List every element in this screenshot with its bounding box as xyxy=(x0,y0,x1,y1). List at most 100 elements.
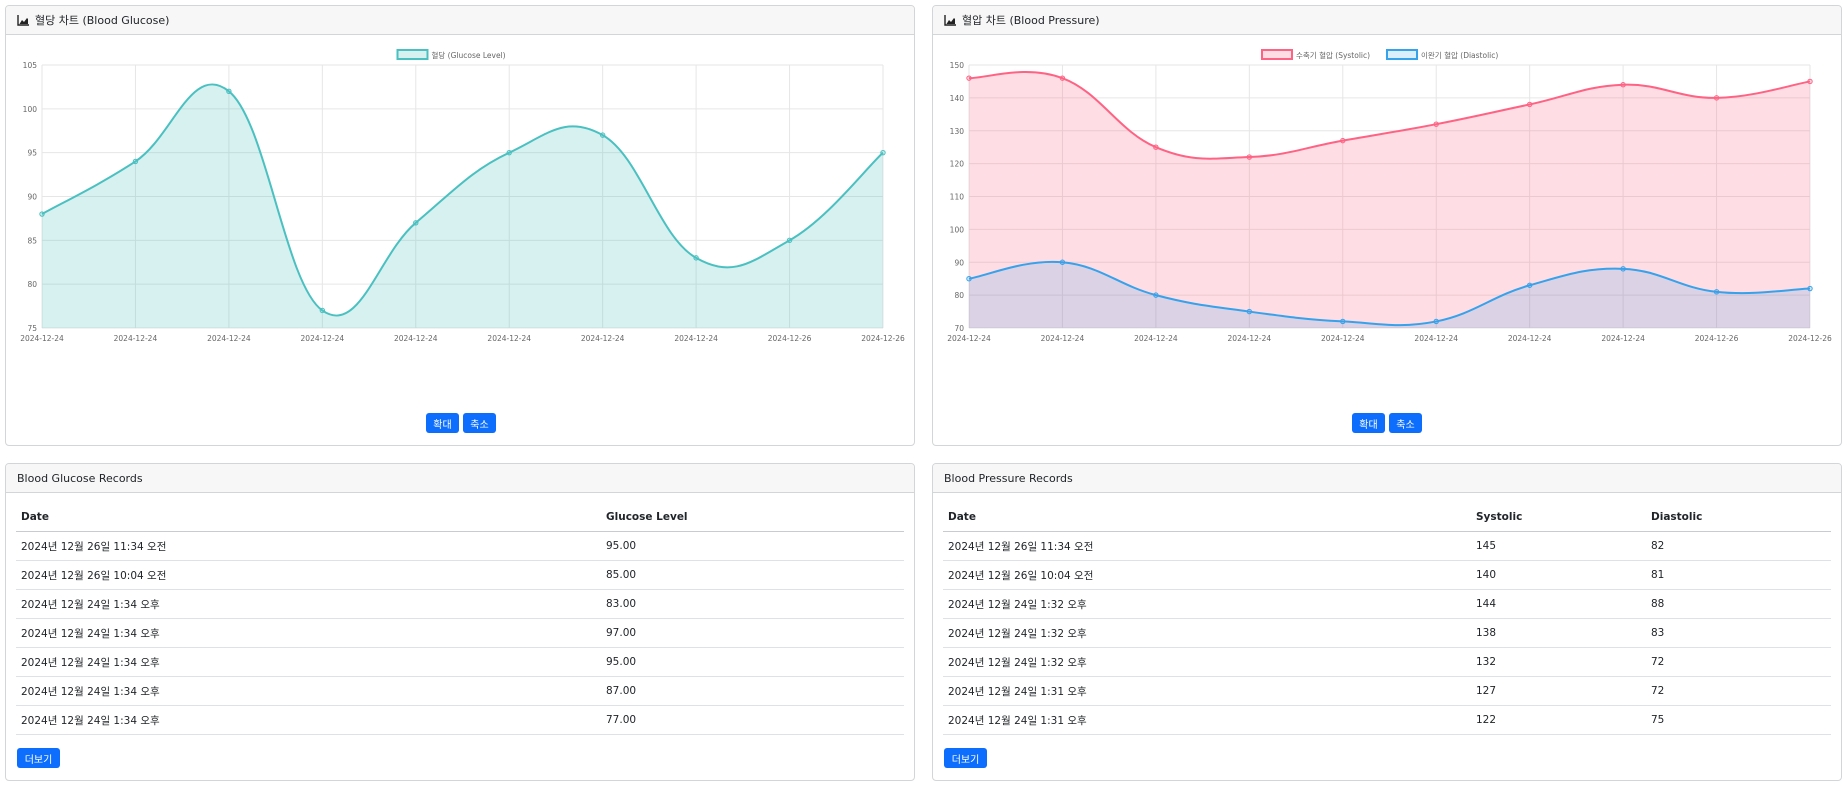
table-cell: 2024년 12월 26일 11:34 오전 xyxy=(943,531,1471,561)
data-point[interactable] xyxy=(1059,259,1066,265)
pressure-records-card: Blood Pressure Records Date Systolic Dia… xyxy=(932,463,1842,781)
x-tick-label: 2024-12-24 xyxy=(947,334,991,343)
data-point[interactable] xyxy=(1620,82,1626,88)
y-tick-label: 130 xyxy=(950,127,965,136)
table-row: 2024년 12월 24일 1:34 오후 87.00 xyxy=(16,676,904,706)
data-point[interactable] xyxy=(1620,266,1626,272)
y-tick-label: 70 xyxy=(954,324,964,333)
glucose-records-title: Blood Glucose Records xyxy=(17,471,143,485)
table-row: 2024년 12월 24일 1:32 오후 132 72 xyxy=(943,647,1831,677)
column-header-diastolic: Diastolic xyxy=(1646,503,1831,532)
table-cell: 2024년 12월 24일 1:31 오후 xyxy=(943,705,1471,735)
table-cell: 72 xyxy=(1646,647,1831,677)
data-point[interactable] xyxy=(1153,144,1159,150)
pressure-more-button[interactable]: 더보기 xyxy=(944,748,987,768)
data-point[interactable] xyxy=(966,75,972,81)
x-tick-label: 2024-12-24 xyxy=(1041,334,1085,343)
y-tick-label: 85 xyxy=(27,236,37,245)
table-cell: 2024년 12월 26일 10:04 오전 xyxy=(16,560,601,590)
x-tick-label: 2024-12-26 xyxy=(861,334,905,343)
legend-swatch[interactable] xyxy=(1261,49,1293,60)
table-cell: 83 xyxy=(1646,618,1831,648)
legend-label[interactable]: 혈당 (Glucose Level) xyxy=(432,50,506,60)
table-header-row: Date Glucose Level xyxy=(16,503,904,532)
pressure-series-1-line xyxy=(968,260,1811,327)
x-tick-label: 2024-12-24 xyxy=(1601,334,1645,343)
data-point[interactable] xyxy=(132,158,139,165)
pressure-series-0-area xyxy=(969,72,1810,328)
data-point[interactable] xyxy=(1153,292,1159,298)
data-point[interactable] xyxy=(1340,137,1346,144)
data-point[interactable] xyxy=(1433,318,1439,325)
x-tick-label: 2024-12-24 xyxy=(487,334,531,343)
x-tick-label: 2024-12-24 xyxy=(1508,334,1552,343)
x-tick-label: 2024-12-26 xyxy=(768,334,812,343)
y-tick-label: 100 xyxy=(23,105,38,114)
data-point[interactable] xyxy=(506,149,512,156)
data-point[interactable] xyxy=(693,255,699,261)
pressure-zoom-out-button[interactable]: 축소 xyxy=(1389,413,1422,433)
table-row: 2024년 12월 24일 1:31 오후 127 72 xyxy=(943,676,1831,706)
data-point[interactable] xyxy=(880,149,886,156)
table-cell: 2024년 12월 24일 1:32 오후 xyxy=(943,618,1471,648)
x-tick-label: 2024-12-24 xyxy=(674,334,718,343)
table-cell: 2024년 12월 26일 11:34 오전 xyxy=(16,531,601,561)
data-point[interactable] xyxy=(319,307,326,314)
data-point[interactable] xyxy=(1807,285,1813,292)
pressure-zoom-in-button[interactable]: 확대 xyxy=(1352,413,1385,433)
table-row: 2024년 12월 24일 1:34 오후 83.00 xyxy=(16,589,904,619)
y-tick-label: 80 xyxy=(954,291,964,300)
table-cell: 138 xyxy=(1471,618,1646,648)
table-row: 2024년 12월 24일 1:32 오후 138 83 xyxy=(943,618,1831,648)
data-point[interactable] xyxy=(1340,318,1346,325)
glucose-zoom-out-button[interactable]: 축소 xyxy=(463,413,496,433)
table-cell: 140 xyxy=(1471,560,1646,590)
table-cell: 2024년 12월 24일 1:34 오후 xyxy=(16,647,601,677)
glucose-chart-title: 혈당 차트 (Blood Glucose) xyxy=(35,14,170,27)
data-point[interactable] xyxy=(1713,95,1720,101)
column-header-glucose-level: Glucose Level xyxy=(601,503,904,532)
x-tick-label: 2024-12-24 xyxy=(1321,334,1365,343)
glucose-zoom-in-button[interactable]: 확대 xyxy=(426,413,459,433)
data-point[interactable] xyxy=(1807,78,1813,85)
table-cell: 145 xyxy=(1471,531,1646,561)
x-tick-label: 2024-12-24 xyxy=(20,334,64,343)
legend-swatch[interactable] xyxy=(1386,49,1418,60)
y-tick-label: 110 xyxy=(950,193,965,202)
data-point[interactable] xyxy=(1433,121,1439,127)
y-tick-label: 105 xyxy=(23,61,38,70)
y-tick-label: 140 xyxy=(950,94,965,103)
table-cell: 87.00 xyxy=(601,676,904,706)
data-point[interactable] xyxy=(1526,282,1533,288)
legend-label[interactable]: 수축기 혈압 (Systolic) xyxy=(1296,50,1370,60)
y-tick-label: 120 xyxy=(950,160,965,169)
data-point[interactable] xyxy=(39,211,45,217)
data-point[interactable] xyxy=(786,237,793,244)
x-tick-label: 2024-12-26 xyxy=(1695,334,1739,343)
legend-label[interactable]: 이완기 혈압 (Diastolic) xyxy=(1421,50,1498,60)
data-point[interactable] xyxy=(1246,154,1253,160)
data-point[interactable] xyxy=(966,275,972,282)
glucose-more-button[interactable]: 더보기 xyxy=(17,748,60,768)
y-tick-label: 75 xyxy=(27,324,37,333)
pressure-records-title: Blood Pressure Records xyxy=(944,471,1073,485)
pressure-records-header: Blood Pressure Records xyxy=(933,464,1841,493)
pressure-series-1-area xyxy=(969,261,1810,328)
column-header-systolic: Systolic xyxy=(1471,503,1646,532)
legend-swatch[interactable] xyxy=(396,49,429,60)
table-row: 2024년 12월 24일 1:32 오후 144 88 xyxy=(943,589,1831,619)
data-point[interactable] xyxy=(1713,289,1720,295)
table-header-row: Date Systolic Diastolic xyxy=(943,503,1831,532)
table-row: 2024년 12월 26일 10:04 오전 140 81 xyxy=(943,560,1831,590)
data-point[interactable] xyxy=(413,220,419,226)
data-point[interactable] xyxy=(599,132,606,138)
data-point[interactable] xyxy=(1059,75,1066,81)
data-point[interactable] xyxy=(1526,101,1533,108)
table-cell: 122 xyxy=(1471,705,1646,735)
data-point[interactable] xyxy=(226,88,232,94)
x-tick-label: 2024-12-24 xyxy=(114,334,158,343)
table-cell: 132 xyxy=(1471,647,1646,677)
glucose-series-0-area xyxy=(42,84,883,329)
data-point[interactable] xyxy=(1246,308,1253,315)
x-tick-label: 2024-12-24 xyxy=(207,334,251,343)
